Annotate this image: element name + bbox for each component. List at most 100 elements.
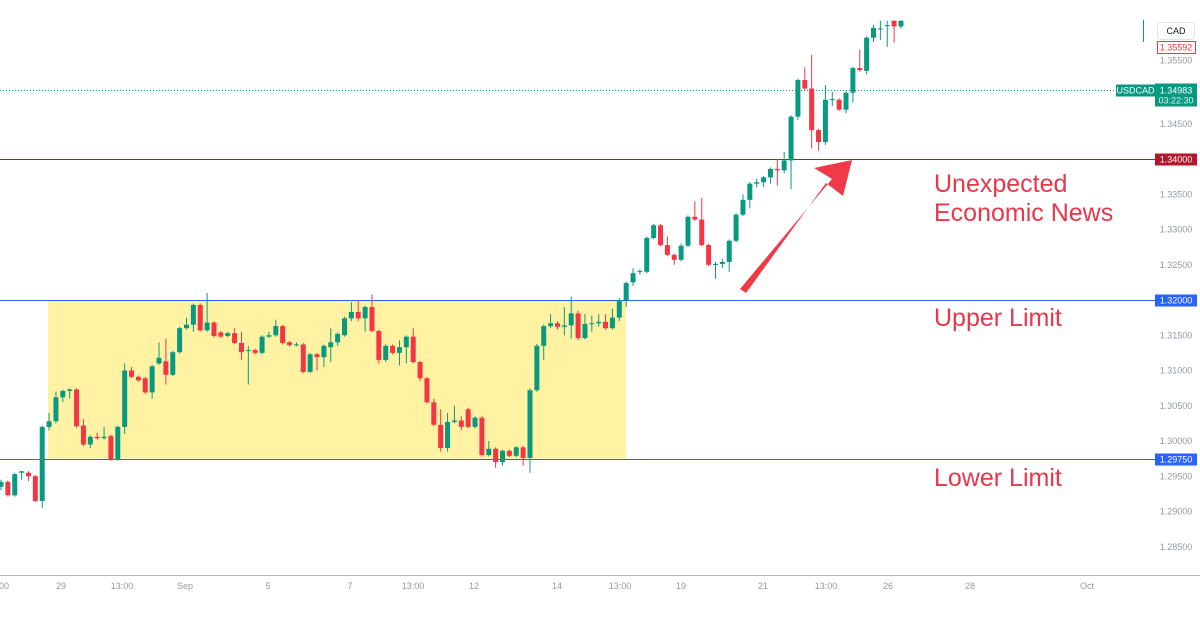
price-tick-label: 1.33000 xyxy=(1160,225,1193,235)
candle-body xyxy=(314,354,320,358)
candle-body xyxy=(252,350,258,353)
candle-body xyxy=(355,311,361,319)
candle-body xyxy=(561,325,567,327)
candle-body xyxy=(637,271,643,273)
candle-body xyxy=(321,345,327,358)
candle-body xyxy=(767,168,773,178)
candle xyxy=(712,261,718,279)
candle xyxy=(651,223,657,240)
candle-body xyxy=(445,421,451,449)
candle-body xyxy=(898,20,904,27)
annotation-line-1: Unexpected xyxy=(934,170,1068,198)
candle xyxy=(87,435,93,449)
candle-body xyxy=(225,333,231,336)
candle xyxy=(438,409,444,452)
candle xyxy=(733,213,739,243)
candle-body xyxy=(479,417,485,456)
candle xyxy=(101,426,107,440)
candle xyxy=(156,342,162,365)
candle-body xyxy=(417,362,423,379)
high-price-label: 1.35592 xyxy=(1160,43,1193,53)
candle-body xyxy=(809,88,815,131)
candle xyxy=(300,343,306,374)
candle xyxy=(527,388,533,473)
candle-body xyxy=(218,332,224,337)
candle-body xyxy=(369,307,375,332)
candle xyxy=(644,236,650,274)
candle xyxy=(328,328,334,363)
candle-body xyxy=(410,336,416,363)
candle-body xyxy=(699,219,705,246)
candle xyxy=(699,197,705,247)
candle-body xyxy=(74,389,80,427)
candle-body xyxy=(740,199,746,215)
candle-body xyxy=(774,168,780,171)
candle-body xyxy=(390,345,396,353)
candle xyxy=(534,343,540,392)
candle-body xyxy=(465,409,471,427)
candle xyxy=(554,321,560,330)
candle-body xyxy=(142,378,148,393)
currency-button[interactable]: CAD xyxy=(1157,22,1195,40)
candle xyxy=(822,84,828,145)
candle xyxy=(19,470,25,480)
candle-body xyxy=(568,313,574,326)
price-tick-label: 1.30000 xyxy=(1160,436,1193,446)
candle-body xyxy=(287,342,293,346)
candle-body xyxy=(857,68,863,71)
candle xyxy=(575,310,581,341)
candle-body xyxy=(493,448,499,463)
candle xyxy=(486,441,492,457)
candle-body xyxy=(273,326,279,336)
candle-body xyxy=(46,421,52,427)
candle xyxy=(74,388,80,428)
candle xyxy=(287,340,293,347)
time-tick-label: Oct xyxy=(1080,581,1095,591)
candle xyxy=(67,388,73,399)
candle xyxy=(122,363,128,434)
candle xyxy=(163,338,169,385)
candle-body xyxy=(664,245,670,255)
candle xyxy=(774,159,780,186)
candle xyxy=(314,352,320,371)
candle xyxy=(692,201,698,222)
candle-body xyxy=(12,474,18,496)
candle xyxy=(252,348,258,355)
candle xyxy=(293,342,299,347)
candle xyxy=(685,215,691,248)
candle-body xyxy=(747,183,753,200)
upper-limit-price-label: 1.32000 xyxy=(1160,296,1193,306)
candle xyxy=(273,319,279,337)
candle-body xyxy=(623,283,629,300)
candle-body xyxy=(438,424,444,449)
candle xyxy=(891,20,897,43)
candle xyxy=(135,375,141,382)
candle-body xyxy=(190,304,196,325)
candle xyxy=(245,345,251,385)
candle-body xyxy=(541,326,547,346)
candle xyxy=(232,328,238,345)
candle-body xyxy=(486,448,492,456)
candle-body xyxy=(403,336,409,348)
candle-body xyxy=(816,130,822,143)
candle xyxy=(335,332,341,346)
candle-body xyxy=(829,99,835,101)
candle xyxy=(836,98,842,112)
candle-body xyxy=(692,216,698,220)
candle-body xyxy=(238,343,244,353)
candle xyxy=(424,376,430,404)
candle xyxy=(259,335,265,355)
time-tick-label: 13:00 xyxy=(609,581,632,591)
candle-body xyxy=(307,354,313,372)
candle-body xyxy=(596,321,602,324)
candle xyxy=(664,236,670,257)
candle xyxy=(238,331,244,360)
candle xyxy=(348,302,354,322)
candle-body xyxy=(788,116,794,161)
candle-body xyxy=(761,177,767,183)
candle-body xyxy=(630,273,636,283)
candle xyxy=(802,67,808,90)
candle xyxy=(816,128,822,151)
candle-body xyxy=(232,333,238,344)
